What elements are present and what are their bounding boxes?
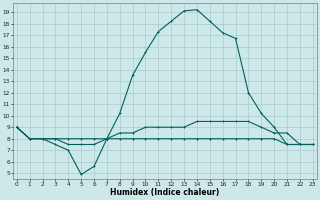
X-axis label: Humidex (Indice chaleur): Humidex (Indice chaleur) <box>110 188 220 197</box>
